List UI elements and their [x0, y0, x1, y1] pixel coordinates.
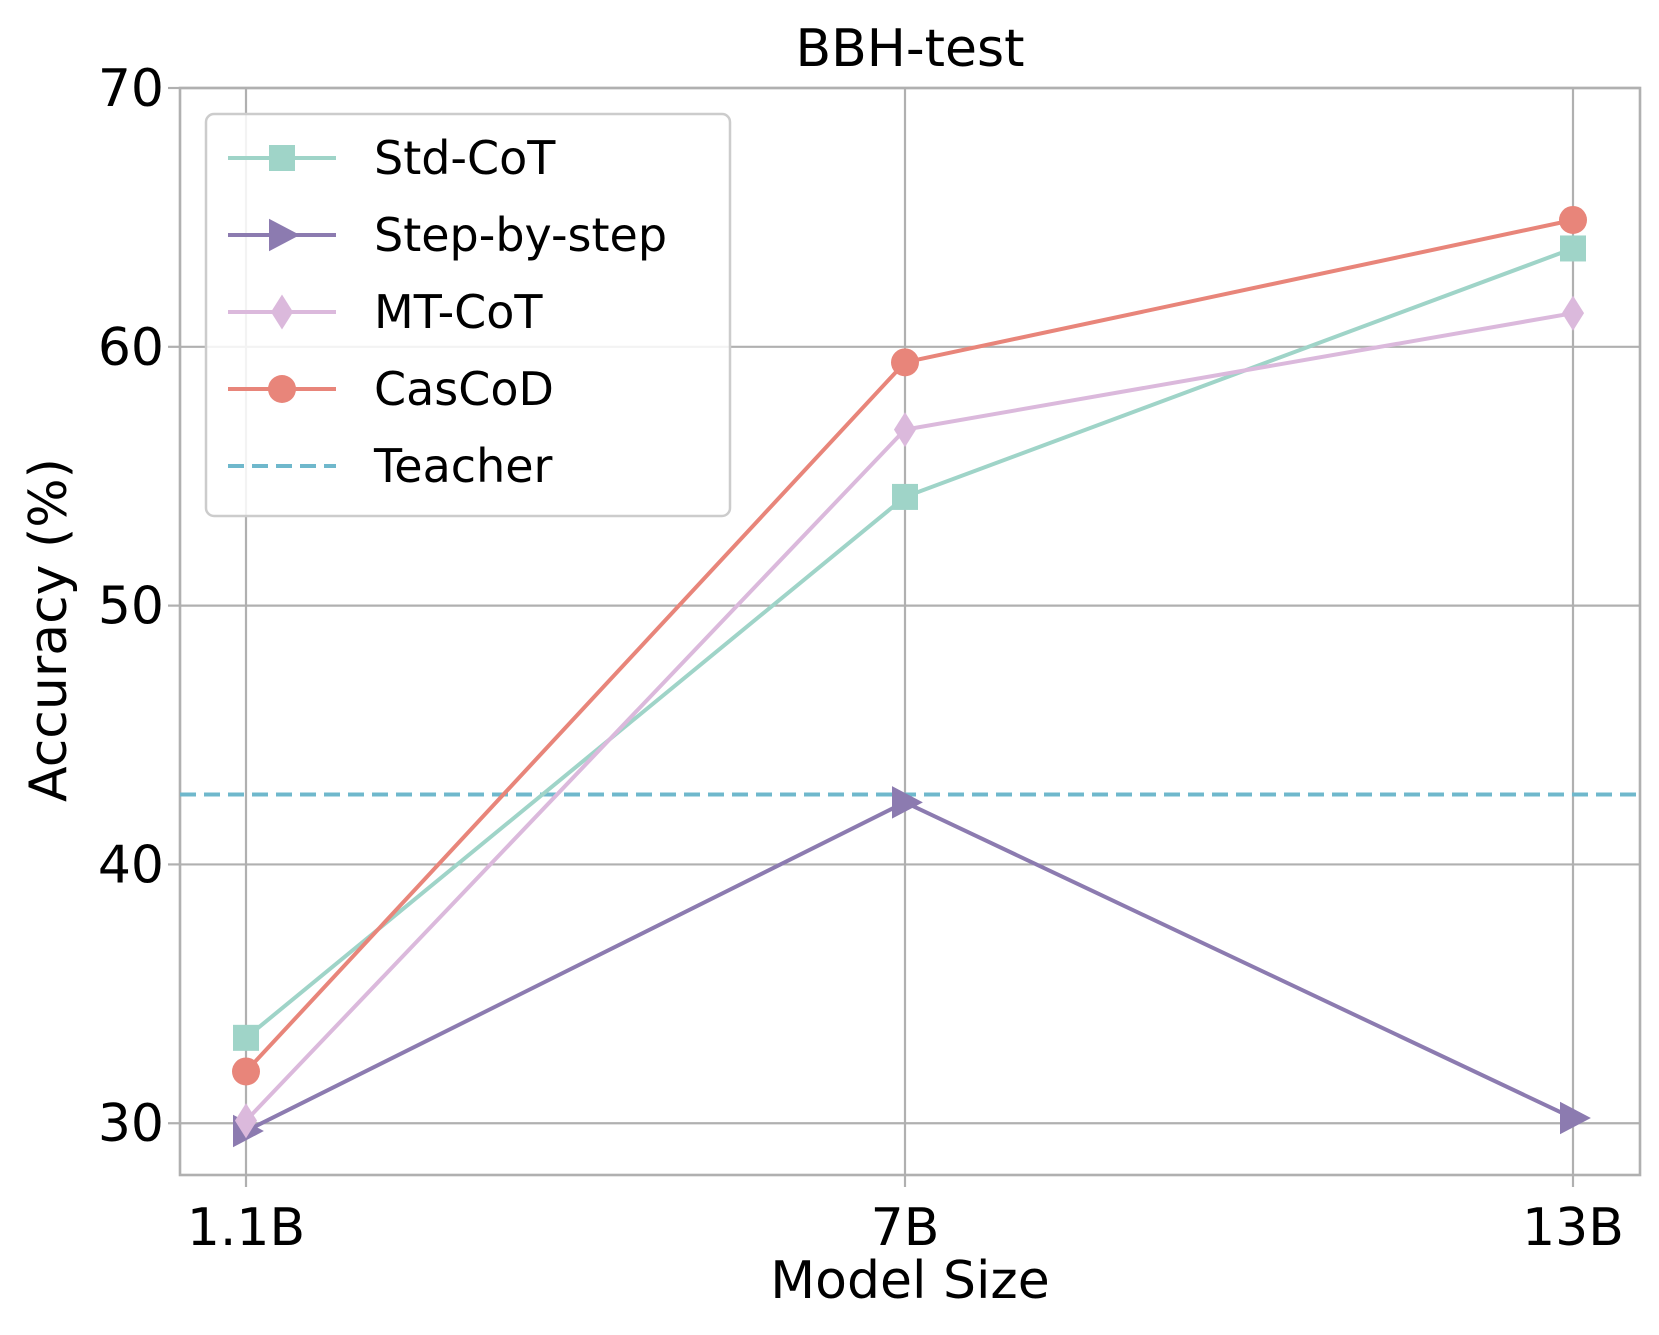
legend-label-step-by-step: Step-by-step — [374, 208, 667, 262]
legend-marker-std-cot — [269, 145, 295, 171]
legend-box — [204, 112, 732, 518]
legend-marker-mt-cot — [270, 294, 294, 330]
std-cot-point — [892, 483, 918, 510]
legend-marker-cascod — [268, 375, 296, 403]
legend: Std-CoT Step-by-step MT-CoT CasCoD Teacher — [204, 112, 732, 518]
cascod-point — [891, 348, 919, 377]
cascod-point — [1559, 205, 1587, 234]
x-tick-label: 1.1B — [187, 1198, 305, 1258]
y-tick-label: 60 — [98, 318, 164, 378]
std-cot-point — [233, 1024, 259, 1051]
mt-cot-point — [234, 1103, 258, 1139]
cascod-point — [232, 1057, 260, 1086]
y-tick-label: 30 — [98, 1094, 164, 1154]
x-axis-label: Model Size — [770, 1251, 1049, 1311]
x-tick-label: 7B — [871, 1198, 940, 1258]
x-tick-label: 13B — [1522, 1198, 1624, 1258]
y-tick-label: 70 — [98, 59, 164, 119]
legend-marker-step-by-step — [269, 218, 300, 252]
mt-cot-point — [893, 412, 917, 448]
step-by-step-line — [245, 800, 1574, 1133]
chart-title: BBH-test — [795, 19, 1024, 79]
y-axis-label: Accuracy (%) — [19, 458, 79, 802]
legend-label-std-cot: Std-CoT — [374, 131, 556, 185]
mt-cot-point — [1561, 295, 1585, 331]
legend-label-teacher: Teacher — [373, 439, 553, 493]
y-tick-label: 50 — [98, 577, 164, 637]
legend-label-cascod: CasCoD — [374, 362, 554, 416]
step-by-step-point — [1560, 1101, 1591, 1135]
plot-frame — [178, 86, 1642, 1177]
series-layer — [180, 205, 1640, 1148]
legend-label-mt-cot: MT-CoT — [374, 285, 543, 339]
std-cot-point — [1560, 235, 1586, 262]
axes: 30 40 50 60 70 1.1B 7B 13B — [98, 59, 1642, 1258]
y-tick-label: 40 — [98, 835, 164, 895]
step-by-step-point — [892, 786, 923, 819]
